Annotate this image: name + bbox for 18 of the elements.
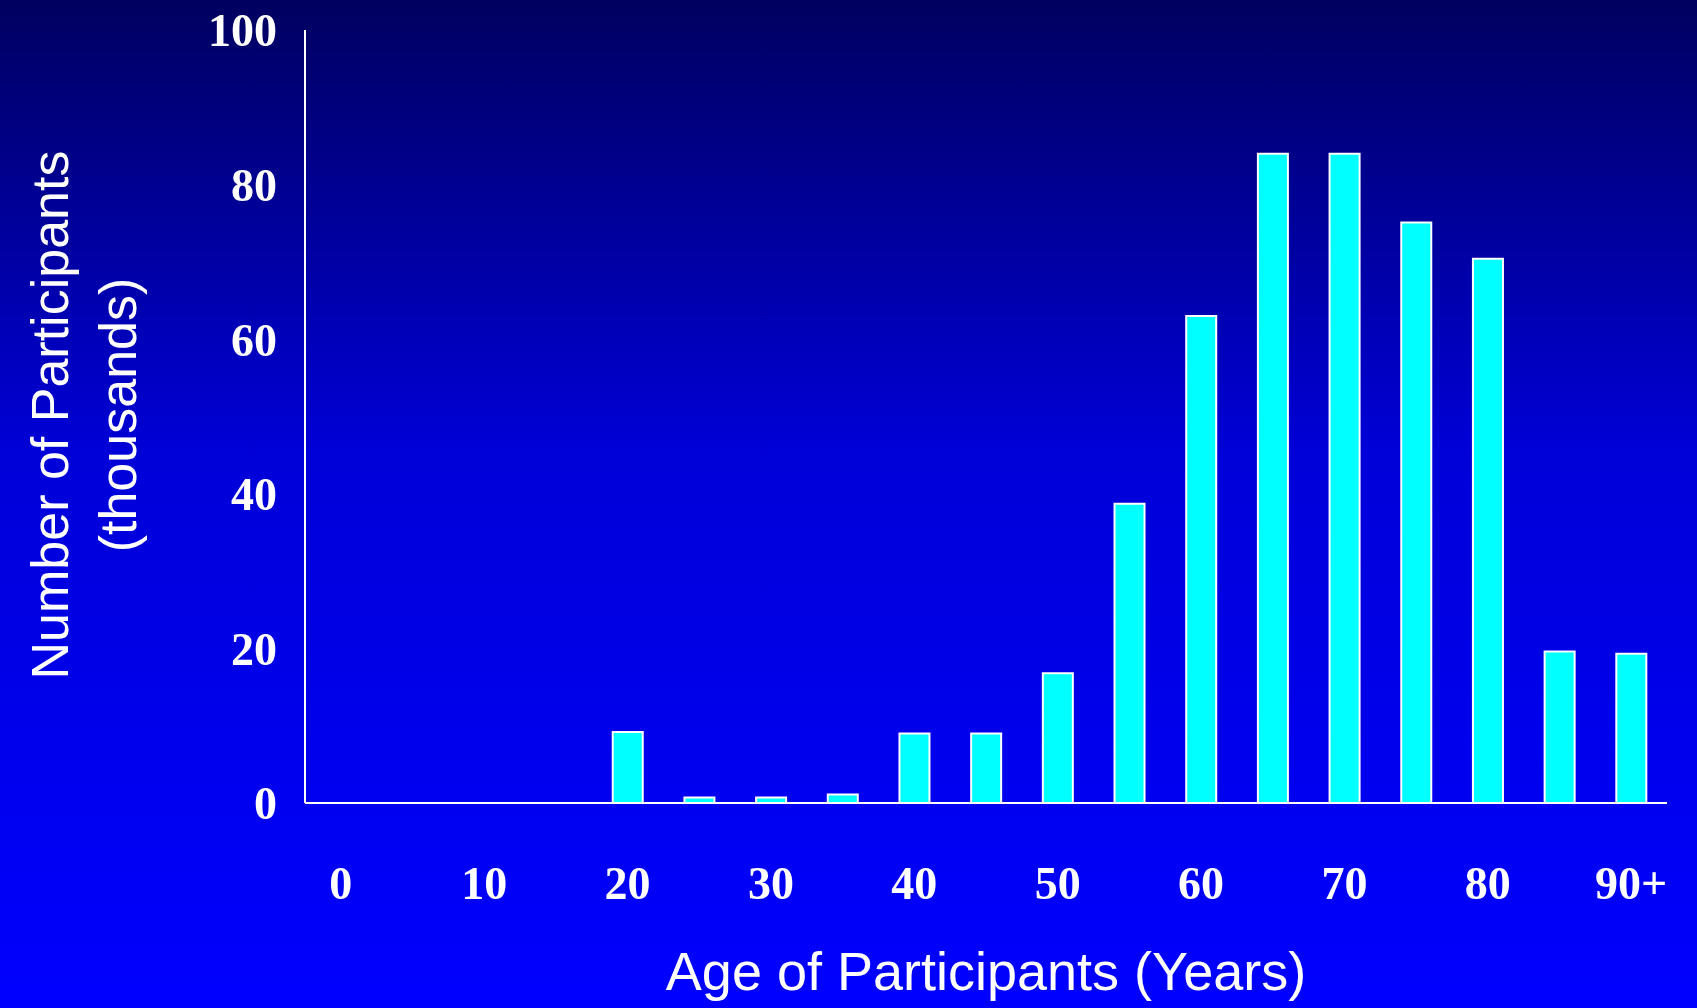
y-tick-label: 60 bbox=[231, 314, 277, 366]
y-tick-label: 20 bbox=[231, 623, 277, 675]
x-tick-label: 10 bbox=[461, 857, 508, 909]
y-tick-label: 40 bbox=[231, 469, 277, 521]
y-tick-label: 80 bbox=[231, 159, 277, 211]
y-axis-title: Number of Participants (thousands) bbox=[20, 149, 148, 682]
x-tick-label: 20 bbox=[604, 857, 651, 909]
y-tick-label: 100 bbox=[208, 5, 277, 57]
x-tick-label: 60 bbox=[1178, 857, 1225, 909]
x-tick-label: 0 bbox=[329, 857, 353, 909]
y-tick-label: 0 bbox=[254, 778, 277, 830]
x-tick-label: 40 bbox=[891, 857, 938, 909]
x-tick-label: 70 bbox=[1321, 857, 1368, 909]
x-tick-label: 90+ bbox=[1595, 857, 1668, 909]
x-tick-label: 80 bbox=[1464, 857, 1511, 909]
x-tick-label: 50 bbox=[1034, 857, 1081, 909]
x-tick-label: 30 bbox=[747, 857, 794, 909]
x-axis-title: Age of Participants (Years) bbox=[664, 940, 1308, 1002]
